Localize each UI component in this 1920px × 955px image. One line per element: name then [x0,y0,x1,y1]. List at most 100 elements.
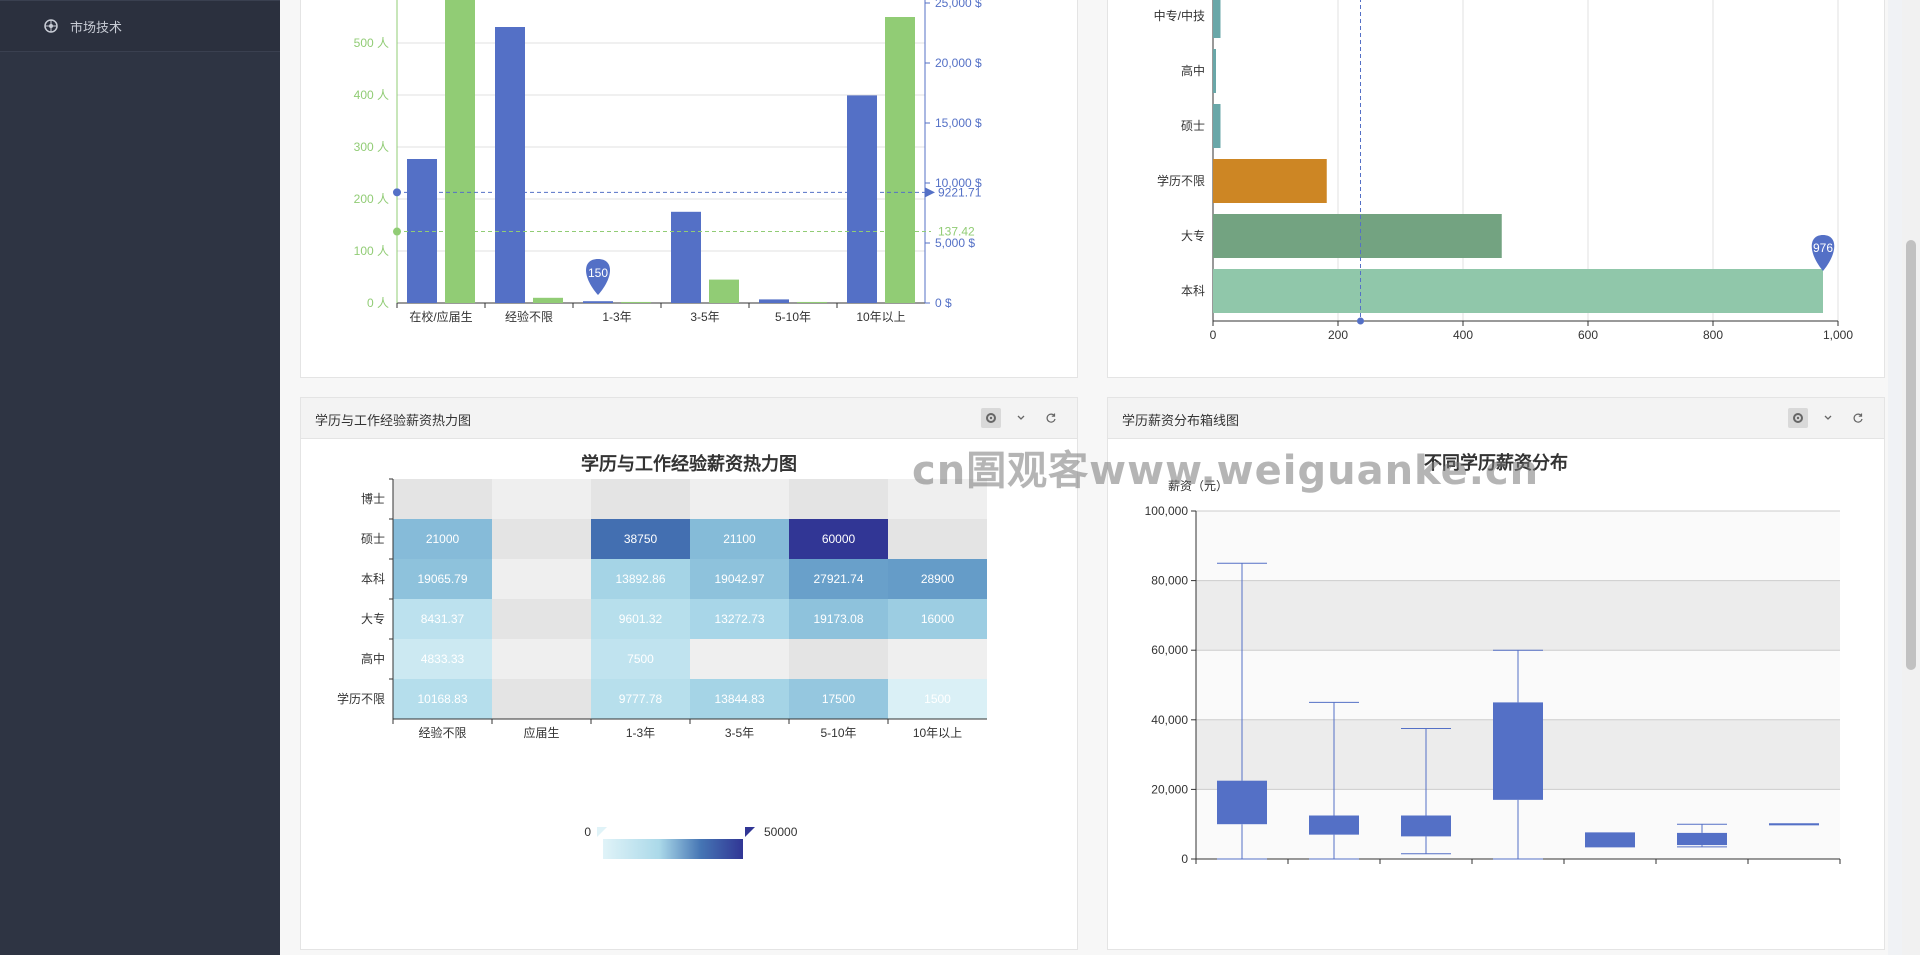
x-tick-label: 经验不限 [505,309,553,324]
heatmap-cell-label: 21000 [426,532,460,546]
heatmap-cell [888,519,987,559]
y-left-tick-label: 200 人 [354,192,389,206]
gear-icon[interactable] [981,408,1001,428]
y-tick-label: 硕士 [1181,119,1205,133]
page-scrollbar[interactable] [1902,0,1920,955]
heatmap-cell [393,519,492,559]
heatmap-cell [888,639,987,679]
bar-green [709,279,739,303]
y-left-tick-label: 400 人 [354,88,389,102]
edu-bar [1213,0,1221,38]
heatmap-cell [492,639,591,679]
heatmap-cell-label: 13892.86 [615,572,665,586]
bar-green [885,17,915,303]
y-tick-label: 本科 [361,572,385,586]
experience-bar-chart: 0 人 100 人 200 人 300 人 400 人 500 人 0 $ 5,000 $ 10… [354,0,982,324]
y-tick-label: 大专 [361,611,385,626]
x-tick-label: 400 [1453,328,1473,342]
heatmap-cell [393,639,492,679]
mark-point-pin [586,259,610,295]
refresh-icon[interactable] [1041,408,1061,428]
y-tick-label: 80,000 [1151,574,1188,588]
y-tick-label: 60,000 [1151,643,1188,657]
edu-bar [1213,49,1216,93]
gear-icon[interactable] [1788,408,1808,428]
y-tick-label: 高中 [1181,63,1205,78]
heatmap-cell [690,559,789,599]
heatmap-cell-label: 13272.73 [714,612,764,626]
heatmap-cell [591,559,690,599]
heatmap-cell [492,599,591,639]
heatmap-cell-label: 19173.08 [813,612,863,626]
x-tick-label: 3-5年 [690,310,719,324]
x-tick-label: 10年以上 [856,310,905,324]
heatmap-cell [393,679,492,719]
mark-point-label: 150 [588,266,608,280]
visual-map-bar [603,839,743,859]
y-tick-label: 20,000 [1151,782,1188,796]
y-right-tick-label: 15,000 $ [935,116,982,130]
x-tick-label: 应届生 [523,725,559,740]
heatmap-chart: 学历与工作经验薪资热力图 10168.83 9777.78 13844.83 17500… [337,453,987,859]
heatmap-cell [888,479,987,519]
settings-icon [44,19,58,33]
bar-blue [583,301,613,303]
x-tick-label: 1-3年 [626,726,655,740]
y-tick-label: 硕士 [361,532,385,546]
x-tick-label: 600 [1578,328,1598,342]
y-tick-label: 高中 [361,651,385,666]
chevron-down-icon[interactable] [1818,408,1838,428]
panel-experience-bar: 0 人 100 人 200 人 300 人 400 人 500 人 0 $ 5,000 $ 10… [300,0,1078,378]
avg-line-start [393,227,401,236]
x-tick-label: 800 [1703,328,1723,342]
heatmap-cell-label: 7500 [627,652,654,666]
x-tick-label: 10年以上 [913,726,962,740]
bar-blue [759,299,789,303]
y-axis-label: 薪资（元） [1168,479,1228,493]
heatmap-cell [591,479,690,519]
heatmap-cell [492,559,591,599]
y-tick-label: 100,000 [1145,504,1189,518]
x-tick-label: 3-5年 [725,726,754,740]
y-right-tick-label: 5,000 $ [935,236,975,250]
x-tick-label: 1,000 [1823,328,1853,342]
refresh-icon[interactable] [1848,408,1868,428]
panel-header: 学历与工作经验薪资热力图 [301,398,1077,439]
avg-line-end [1357,317,1364,325]
bar-green [445,0,475,303]
heatmap-cell [789,599,888,639]
edu-bar [1213,159,1327,203]
heatmap-cell-label: 38750 [624,532,658,546]
heatmap-cell-label: 16000 [921,612,955,626]
sidebar-item-market-tech[interactable]: 市场技术 [0,0,280,52]
heatmap-cell [690,599,789,639]
chevron-down-icon[interactable] [1011,408,1031,428]
main-content: 0 人 100 人 200 人 300 人 400 人 500 人 0 $ 5,000 $ 10… [280,0,1888,955]
heatmap-cell [690,519,789,559]
avg-line-arrow [925,187,935,198]
visual-map-handle-min [597,827,607,837]
heatmap-cell-label: 9601.32 [619,612,663,626]
heatmap-cell-label: 4833.33 [421,652,465,666]
box [1401,815,1451,837]
heatmap-cell-label: 8431.37 [421,612,465,626]
heatmap-cell [690,639,789,679]
avg-label-green: 137.42 [938,225,975,239]
heatmap-cell-label: 1500 [924,692,951,706]
edu-bar [1213,104,1221,148]
y-left-tick-label: 0 人 [367,296,389,310]
x-tick-label: 在校/应届生 [409,309,472,324]
y-right-tick-label: 0 $ [935,296,952,310]
y-right-tick-label: 10,000 $ [935,176,982,190]
heatmap-cell-label: 10168.83 [417,692,467,706]
panel-education-bar: 0 200 400 600 800 1,000 本科 大专 学历不限 硕士 高中 中专/中技 976 [1107,0,1885,378]
heatmap-cell-label: 9777.78 [619,692,663,706]
bar-blue [495,27,525,303]
heatmap-cell [393,559,492,599]
x-tick-label: 200 [1328,328,1348,342]
heatmap-cell-label: 13844.83 [714,692,764,706]
y-right-tick-label: 25,000 $ [935,0,982,10]
heatmap-cell [690,479,789,519]
scrollbar-thumb[interactable] [1906,240,1916,670]
